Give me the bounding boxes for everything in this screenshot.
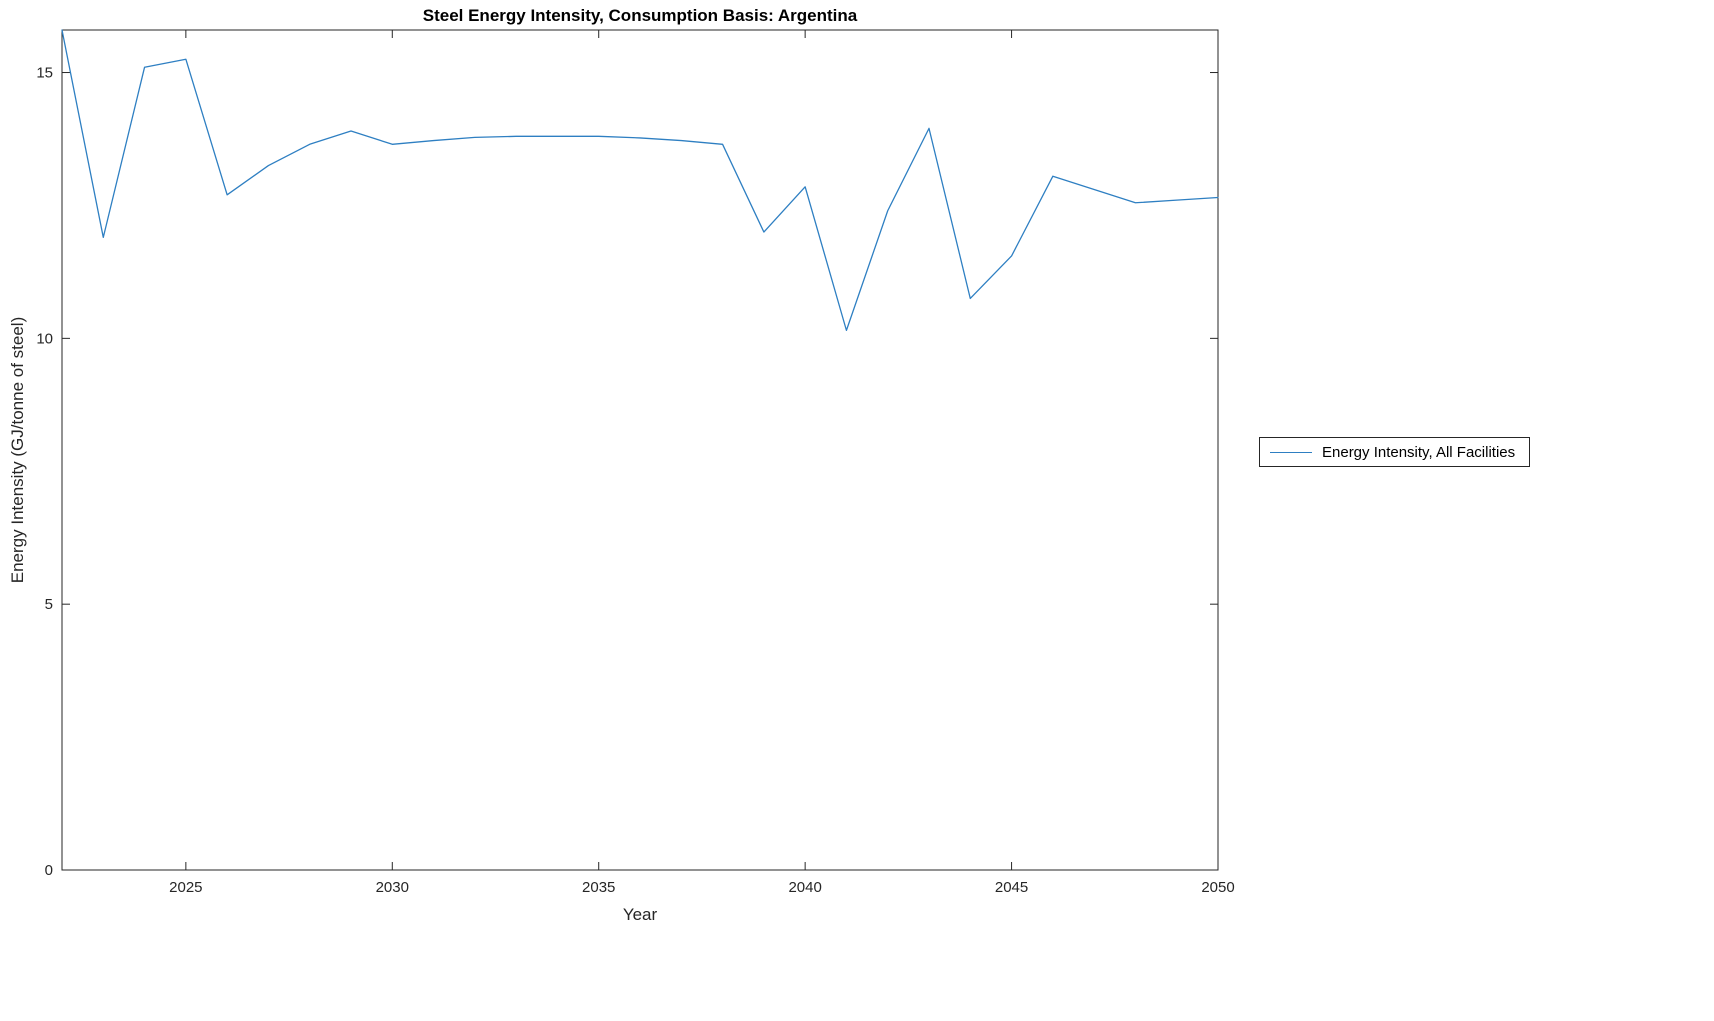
series-line — [61, 29, 1219, 332]
y-tick-label: 0 — [45, 862, 53, 879]
legend: Energy Intensity, All Facilities — [1259, 437, 1531, 467]
x-tick-label: 2045 — [995, 879, 1028, 896]
x-tick-label: 2050 — [1201, 879, 1234, 896]
x-tick-label: 2030 — [376, 879, 409, 896]
x-tick-label: 2035 — [582, 879, 615, 896]
x-axis-label: Year — [622, 905, 658, 924]
chart-title: Steel Energy Intensity, Consumption Basi… — [422, 6, 858, 25]
y-axis-label-text: Energy Intensity (GJ/tonne of steel) — [8, 316, 27, 584]
y-tick-label: 10 — [36, 330, 53, 347]
axes-box — [61, 29, 1219, 871]
x-tick-label: 2025 — [169, 879, 202, 896]
x-tick-label: 2040 — [788, 879, 821, 896]
legend-line-sample-icon — [1270, 451, 1312, 453]
y-tick-label: 5 — [45, 596, 53, 613]
legend-label: Energy Intensity, All Facilities — [1322, 443, 1516, 461]
y-tick-label: 15 — [36, 65, 53, 82]
